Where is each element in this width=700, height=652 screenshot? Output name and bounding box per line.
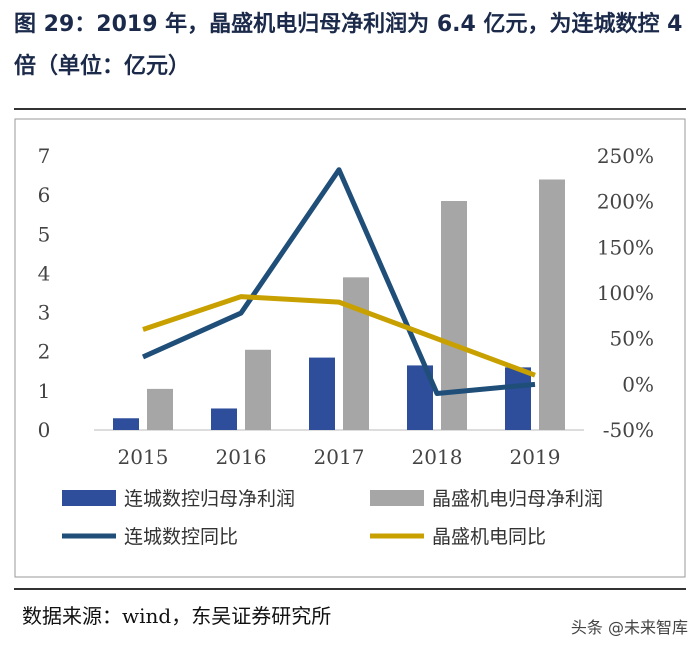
- top-rule: [14, 108, 686, 110]
- y-tick-label: 0: [38, 418, 51, 442]
- legend-label: 晶盛机电同比: [432, 526, 546, 548]
- bar-lianc: [113, 418, 139, 430]
- chart-border: [14, 118, 686, 578]
- combo-chart: 0 1 2 3 4 5 6 7 -50% 0% 50% 100% 150% 200% 250% 2015 201…: [14, 118, 686, 578]
- watermark: 头条 @未来智库: [571, 614, 688, 638]
- line-lianc: [141, 167, 536, 396]
- legend-swatch: [62, 490, 116, 506]
- bar-jingsheng: [343, 277, 369, 430]
- y2-tick-label: 50%: [610, 327, 654, 351]
- legend-label: 连城数控同比: [124, 526, 238, 548]
- y-tick-label: 6: [38, 183, 51, 207]
- y2-tick-label: 250%: [597, 144, 654, 168]
- bottom-rule: [14, 588, 686, 590]
- line-jingsheng: [142, 294, 536, 378]
- bar-lianc: [211, 408, 237, 430]
- y-tick-label: 7: [38, 144, 51, 168]
- y2-tick-label: 100%: [597, 281, 654, 305]
- legend-swatch: [370, 490, 424, 506]
- y2-tick-label: 200%: [597, 190, 654, 214]
- x-tick-label: 2015: [118, 445, 169, 469]
- source-note: 数据来源：wind，东吴证券研究所: [22, 604, 332, 628]
- y-tick-label: 3: [38, 301, 51, 325]
- y2-tick-label: -50%: [603, 418, 654, 442]
- y-tick-label: 5: [38, 222, 51, 246]
- x-tick-label: 2016: [216, 445, 267, 469]
- plot-area: 0 1 2 3 4 5 6 7 -50% 0% 50% 100% 150% 200% 250% 2015 201…: [38, 144, 654, 469]
- legend-label: 连城数控归母净利润: [124, 488, 295, 510]
- x-tick-label: 2018: [412, 445, 463, 469]
- chart-frame: 0 1 2 3 4 5 6 7 -50% 0% 50% 100% 150% 200% 250% 2015 201…: [14, 118, 686, 578]
- bar-jingsheng: [245, 349, 271, 430]
- bar-jingsheng: [147, 388, 173, 430]
- y2-tick-label: 150%: [597, 235, 654, 259]
- legend-label: 晶盛机电归母净利润: [432, 488, 603, 510]
- x-tick-label: 2017: [314, 445, 365, 469]
- y-tick-label: 2: [38, 340, 51, 364]
- y-tick-label: 4: [38, 261, 51, 285]
- x-tick-label: 2019: [510, 445, 561, 469]
- y-tick-label: 1: [38, 379, 51, 403]
- y2-tick-label: 0%: [622, 372, 654, 396]
- bar-jingsheng: [539, 179, 565, 430]
- watermark-text: 头条 @未来智库: [570, 618, 688, 637]
- figure-title: 图 29：2019 年，晶盛机电归母净利润为 6.4 亿元，为连城数控 4 倍（…: [14, 12, 683, 79]
- bar-jingsheng: [441, 201, 467, 430]
- bar-lianc: [309, 357, 335, 430]
- bar-lianc: [505, 367, 531, 430]
